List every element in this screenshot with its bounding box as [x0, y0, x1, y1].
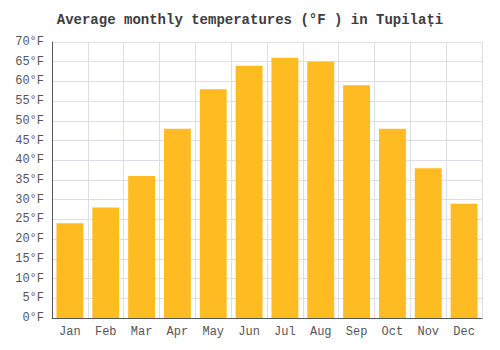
svg-text:Nov: Nov	[417, 325, 439, 339]
svg-text:Jul: Jul	[274, 325, 296, 339]
svg-text:25°F: 25°F	[15, 212, 44, 226]
svg-text:60°F: 60°F	[15, 74, 44, 88]
svg-text:May: May	[202, 325, 224, 339]
svg-text:5°F: 5°F	[22, 291, 44, 305]
svg-text:15°F: 15°F	[15, 252, 44, 266]
svg-text:0°F: 0°F	[22, 311, 44, 325]
svg-text:Sep: Sep	[346, 325, 368, 339]
svg-text:Jan: Jan	[59, 325, 81, 339]
svg-text:Jun: Jun	[238, 325, 260, 339]
svg-text:55°F: 55°F	[15, 94, 44, 108]
svg-text:Apr: Apr	[167, 325, 189, 339]
svg-text:Mar: Mar	[131, 325, 153, 339]
svg-text:20°F: 20°F	[15, 232, 44, 246]
svg-text:Oct: Oct	[382, 325, 404, 339]
svg-text:30°F: 30°F	[15, 193, 44, 207]
svg-text:70°F: 70°F	[15, 35, 44, 49]
svg-text:35°F: 35°F	[15, 173, 44, 187]
svg-text:Feb: Feb	[95, 325, 117, 339]
svg-text:45°F: 45°F	[15, 134, 44, 148]
svg-text:40°F: 40°F	[15, 153, 44, 167]
svg-text:10°F: 10°F	[15, 272, 44, 286]
svg-text:Dec: Dec	[453, 325, 475, 339]
svg-text:65°F: 65°F	[15, 55, 44, 69]
svg-text:Average monthly temperatures (: Average monthly temperatures (°F ) in Tu…	[57, 12, 443, 28]
svg-text:Aug: Aug	[310, 325, 332, 339]
svg-text:50°F: 50°F	[15, 114, 44, 128]
